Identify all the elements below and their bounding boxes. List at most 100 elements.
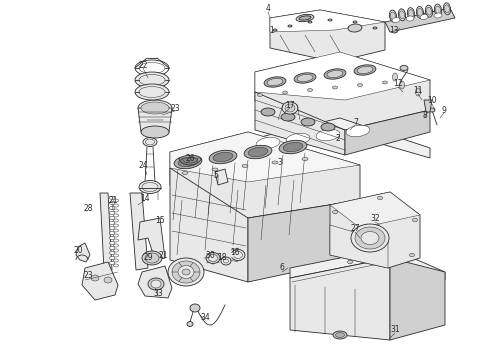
Ellipse shape [109, 242, 115, 244]
Ellipse shape [296, 14, 314, 22]
Ellipse shape [114, 254, 119, 257]
Ellipse shape [114, 214, 119, 217]
Ellipse shape [443, 3, 451, 15]
Ellipse shape [213, 152, 233, 162]
Ellipse shape [355, 227, 385, 249]
Text: 34: 34 [200, 314, 210, 323]
Ellipse shape [109, 252, 115, 255]
Ellipse shape [109, 207, 115, 210]
Text: 20: 20 [73, 246, 83, 255]
Ellipse shape [391, 12, 395, 20]
Ellipse shape [114, 249, 119, 252]
Text: 4: 4 [266, 4, 270, 13]
Polygon shape [330, 192, 420, 228]
Ellipse shape [141, 126, 169, 138]
Ellipse shape [373, 27, 377, 29]
Polygon shape [330, 225, 388, 268]
Ellipse shape [354, 65, 376, 75]
Ellipse shape [426, 7, 432, 15]
Ellipse shape [114, 209, 119, 212]
Ellipse shape [248, 147, 268, 157]
Ellipse shape [417, 8, 422, 16]
Ellipse shape [209, 255, 218, 261]
Ellipse shape [285, 104, 295, 112]
Ellipse shape [361, 231, 379, 244]
Ellipse shape [410, 253, 415, 257]
Text: 17: 17 [285, 100, 295, 109]
Ellipse shape [109, 256, 115, 260]
Text: 21: 21 [158, 251, 168, 260]
Ellipse shape [135, 72, 169, 88]
Ellipse shape [109, 221, 115, 225]
Ellipse shape [114, 229, 119, 232]
Ellipse shape [109, 231, 115, 234]
Text: 6: 6 [280, 264, 284, 273]
Ellipse shape [400, 66, 408, 71]
Polygon shape [270, 10, 385, 32]
Ellipse shape [242, 165, 248, 167]
Ellipse shape [273, 29, 277, 31]
Ellipse shape [172, 261, 200, 283]
Ellipse shape [333, 86, 338, 89]
Ellipse shape [308, 21, 312, 23]
Ellipse shape [420, 14, 428, 19]
Ellipse shape [114, 264, 119, 267]
Ellipse shape [104, 277, 112, 283]
Text: 23: 23 [83, 270, 93, 279]
Ellipse shape [409, 10, 414, 18]
Ellipse shape [348, 24, 362, 32]
Ellipse shape [390, 10, 396, 22]
Ellipse shape [114, 244, 119, 247]
Ellipse shape [392, 73, 397, 81]
Polygon shape [290, 258, 390, 340]
Ellipse shape [353, 21, 357, 23]
Text: 1: 1 [270, 26, 274, 35]
Text: 9: 9 [441, 105, 446, 114]
Text: 13: 13 [389, 26, 399, 35]
Ellipse shape [302, 158, 308, 161]
Ellipse shape [138, 100, 172, 116]
Ellipse shape [436, 6, 441, 14]
Ellipse shape [425, 5, 433, 17]
Ellipse shape [346, 125, 370, 137]
Ellipse shape [435, 4, 441, 16]
Ellipse shape [264, 77, 286, 87]
Polygon shape [100, 193, 112, 270]
Polygon shape [330, 192, 420, 268]
Ellipse shape [327, 70, 343, 78]
Text: 3: 3 [277, 158, 282, 166]
Ellipse shape [333, 210, 338, 214]
Ellipse shape [151, 280, 161, 288]
Ellipse shape [141, 102, 169, 114]
Text: 27: 27 [350, 224, 360, 233]
Ellipse shape [187, 321, 193, 327]
Ellipse shape [258, 94, 263, 96]
Text: 29: 29 [143, 253, 153, 262]
Ellipse shape [286, 133, 310, 145]
Polygon shape [248, 200, 360, 282]
Ellipse shape [135, 84, 169, 100]
Ellipse shape [267, 78, 283, 86]
Ellipse shape [135, 60, 169, 76]
Ellipse shape [392, 18, 400, 23]
Ellipse shape [444, 5, 449, 13]
Ellipse shape [358, 84, 363, 86]
Ellipse shape [114, 234, 119, 237]
Ellipse shape [324, 69, 346, 79]
Text: 11: 11 [413, 86, 423, 95]
Ellipse shape [336, 333, 344, 338]
Text: 24: 24 [138, 161, 148, 170]
Ellipse shape [244, 145, 272, 159]
Ellipse shape [174, 155, 202, 169]
Polygon shape [345, 110, 430, 155]
Polygon shape [385, 8, 455, 32]
Ellipse shape [333, 331, 347, 339]
Polygon shape [255, 52, 430, 130]
Ellipse shape [109, 212, 115, 215]
Polygon shape [130, 193, 148, 270]
Polygon shape [138, 108, 172, 132]
Ellipse shape [321, 123, 335, 131]
Ellipse shape [283, 142, 303, 152]
Polygon shape [138, 266, 172, 298]
Ellipse shape [282, 102, 298, 114]
